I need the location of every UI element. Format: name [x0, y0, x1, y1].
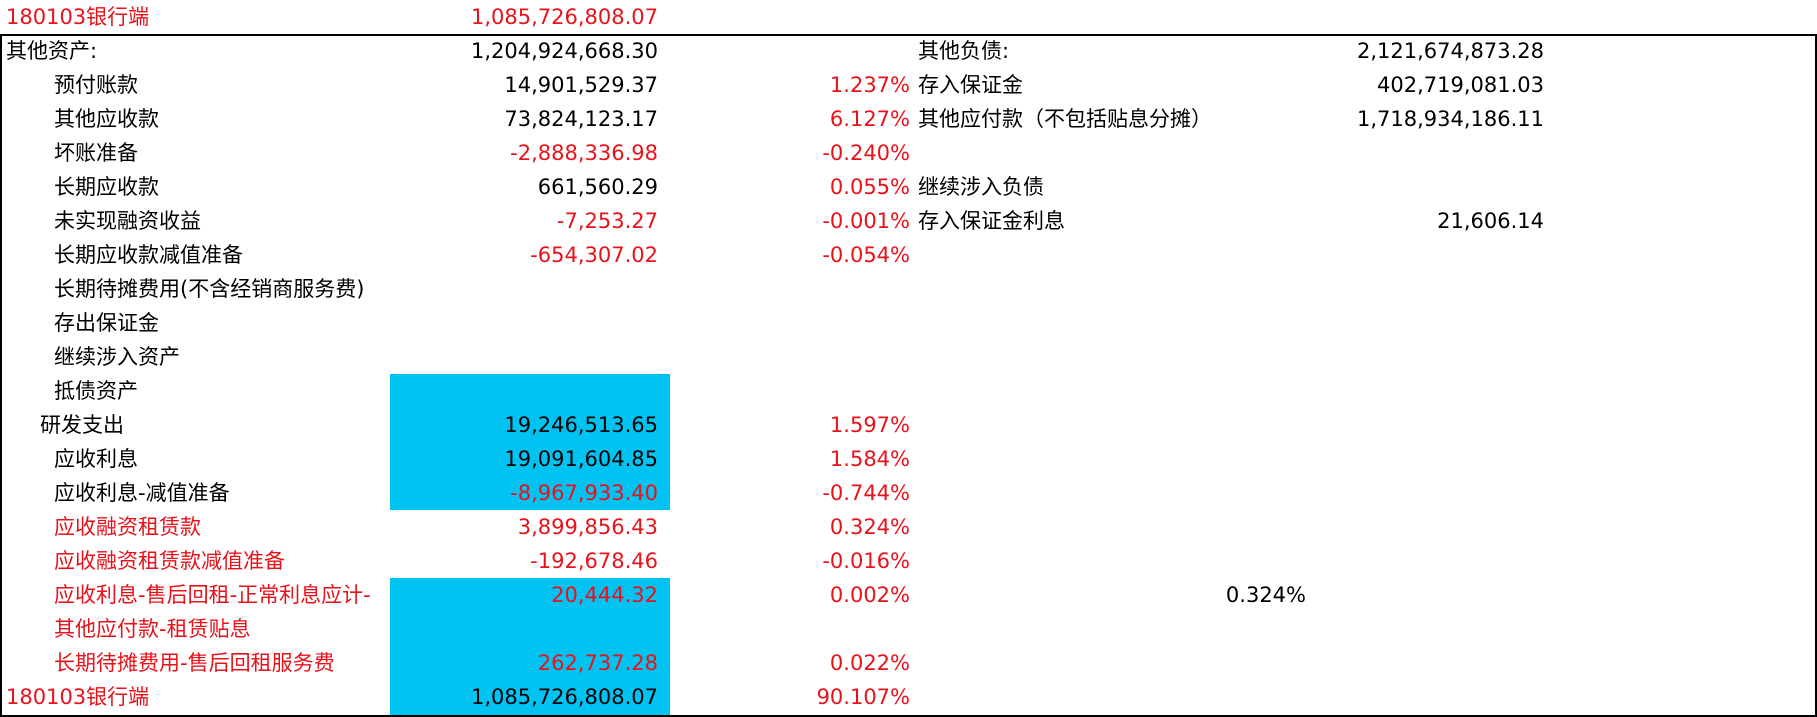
footer-row[interactable]: 180103银行端 1,085,726,808.07 90.107% — [0, 680, 1817, 714]
table-row[interactable]: 长期应收款 661,560.29 0.055% 继续涉入负债 — [0, 170, 1817, 204]
table-row[interactable]: 其他应付款-租赁贴息 — [0, 612, 1817, 646]
asset-value: -2,888,336.98 — [510, 141, 658, 165]
table-row[interactable]: 抵债资产 — [0, 374, 1817, 408]
table-row[interactable]: 坏账准备 -2,888,336.98 -0.240% — [0, 136, 1817, 170]
asset-value: 20,444.32 — [551, 583, 658, 607]
asset-value: -192,678.46 — [530, 549, 658, 573]
asset-label: 应收利息-减值准备 — [54, 481, 230, 505]
header-value: 1,085,726,808.07 — [470, 5, 658, 29]
asset-label: 长期待摊费用(不含经销商服务费) — [54, 277, 365, 301]
other-liabilities-label: 其他负债: — [918, 39, 1010, 63]
table-row[interactable]: 研发支出 19,246,513.65 1.597% — [0, 408, 1817, 442]
asset-percent: -0.054% — [822, 243, 910, 267]
asset-percent: 0.324% — [829, 515, 910, 539]
table-row[interactable]: 长期应收款减值准备 -654,307.02 -0.054% — [0, 238, 1817, 272]
asset-percent: -0.744% — [822, 481, 910, 505]
footer-percent: 90.107% — [816, 685, 910, 709]
asset-percent: -0.016% — [822, 549, 910, 573]
highlight-block-2 — [390, 578, 670, 715]
header-label: 180103银行端 — [6, 5, 150, 29]
asset-label: 未实现融资收益 — [54, 209, 201, 233]
liability-value: 402,719,081.03 — [1377, 73, 1544, 97]
other-liabilities-value: 2,121,674,873.28 — [1356, 39, 1544, 63]
table-row[interactable]: 预付账款 14,901,529.37 1.237% 存入保证金 402,719,… — [0, 68, 1817, 102]
table-row[interactable]: 应收融资租赁款 3,899,856.43 0.324% — [0, 510, 1817, 544]
asset-label: 存出保证金 — [54, 311, 159, 335]
liability-label: 存入保证金利息 — [918, 209, 1065, 233]
table-row[interactable]: 应收利息 19,091,604.85 1.584% — [0, 442, 1817, 476]
asset-percent: -0.240% — [822, 141, 910, 165]
table-row[interactable]: 应收利息-售后回租-正常利息应计- 20,444.32 0.002% 0.324… — [0, 578, 1817, 612]
asset-label: 应收融资租赁款减值准备 — [54, 549, 285, 573]
header-row[interactable]: 180103银行端 1,085,726,808.07 — [0, 0, 1817, 34]
highlight-block-1 — [390, 374, 670, 510]
asset-value: 19,091,604.85 — [504, 447, 658, 471]
asset-label: 抵债资产 — [54, 379, 138, 403]
table-row[interactable]: 长期待摊费用-售后回租服务费 262,737.28 0.022% — [0, 646, 1817, 680]
asset-value: -8,967,933.40 — [510, 481, 658, 505]
extra-percent: 0.324% — [1225, 583, 1306, 607]
asset-label: 预付账款 — [54, 73, 138, 97]
asset-percent: 0.022% — [829, 651, 910, 675]
footer-value: 1,085,726,808.07 — [470, 685, 658, 709]
asset-value: 14,901,529.37 — [504, 73, 658, 97]
asset-label: 继续涉入资产 — [54, 345, 180, 369]
table-row[interactable]: 其他应收款 73,824,123.17 6.127% 其他应付款（不包括贴息分摊… — [0, 102, 1817, 136]
asset-percent: 0.055% — [829, 175, 910, 199]
table-row[interactable]: 长期待摊费用(不含经销商服务费) — [0, 272, 1817, 306]
asset-percent: 0.002% — [829, 583, 910, 607]
asset-label: 应收融资租赁款 — [54, 515, 201, 539]
asset-value: -7,253.27 — [556, 209, 658, 233]
table-row[interactable]: 应收融资租赁款减值准备 -192,678.46 -0.016% — [0, 544, 1817, 578]
asset-label: 长期应收款减值准备 — [54, 243, 243, 267]
asset-label: 长期待摊费用-售后回租服务费 — [54, 651, 335, 675]
asset-value: 19,246,513.65 — [504, 413, 658, 437]
liability-label: 存入保证金 — [918, 73, 1023, 97]
asset-value: 3,899,856.43 — [517, 515, 658, 539]
liability-value: 21,606.14 — [1437, 209, 1544, 233]
footer-label: 180103银行端 — [6, 685, 150, 709]
asset-label: 坏账准备 — [54, 141, 138, 165]
asset-percent: 1.597% — [829, 413, 910, 437]
asset-label: 其他应收款 — [54, 107, 159, 131]
table-row[interactable]: 未实现融资收益 -7,253.27 -0.001% 存入保证金利息 21,606… — [0, 204, 1817, 238]
asset-label: 应收利息 — [54, 447, 138, 471]
asset-percent: -0.001% — [822, 209, 910, 233]
asset-percent: 1.237% — [829, 73, 910, 97]
asset-value: 73,824,123.17 — [504, 107, 658, 131]
liability-value: 1,718,934,186.11 — [1356, 107, 1544, 131]
asset-label: 其他应付款-租赁贴息 — [54, 617, 251, 641]
asset-value: 661,560.29 — [537, 175, 658, 199]
liability-label: 其他应付款（不包括贴息分摊） — [918, 107, 1212, 131]
other-assets-row[interactable]: 其他资产: 1,204,924,668.30 其他负债: 2,121,674,8… — [0, 34, 1817, 68]
asset-label: 应收利息-售后回租-正常利息应计- — [54, 583, 371, 607]
asset-label: 研发支出 — [40, 413, 124, 437]
asset-value: 262,737.28 — [537, 651, 658, 675]
liability-label: 继续涉入负债 — [918, 175, 1044, 199]
asset-value: -654,307.02 — [530, 243, 658, 267]
table-row[interactable]: 存出保证金 — [0, 306, 1817, 340]
asset-percent: 1.584% — [829, 447, 910, 471]
table-row[interactable]: 继续涉入资产 — [0, 340, 1817, 374]
other-assets-value: 1,204,924,668.30 — [470, 39, 658, 63]
asset-percent: 6.127% — [829, 107, 910, 131]
asset-label: 长期应收款 — [54, 175, 159, 199]
other-assets-label: 其他资产: — [6, 39, 98, 63]
table-row[interactable]: 应收利息-减值准备 -8,967,933.40 -0.744% — [0, 476, 1817, 510]
